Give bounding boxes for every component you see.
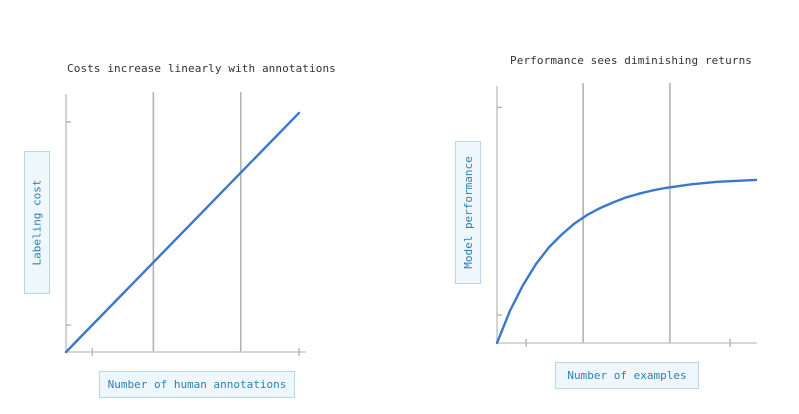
ylabel-performance-box: Model performance: [455, 141, 481, 284]
xlabel-performance-box: Number of examples: [555, 362, 699, 389]
series-line: [64, 111, 301, 354]
ylabel-cost-box: Labeling cost: [24, 151, 50, 294]
chart-title-cost: Costs increase linearly with annotations: [67, 62, 336, 75]
xlabel-performance: Number of examples: [567, 369, 687, 382]
xlabel-cost: Number of human annotations: [107, 378, 287, 391]
xlabel-cost-box: Number of human annotations: [99, 371, 295, 398]
series-line: [495, 178, 758, 345]
chart-title-performance: Performance sees diminishing returns: [510, 54, 753, 67]
